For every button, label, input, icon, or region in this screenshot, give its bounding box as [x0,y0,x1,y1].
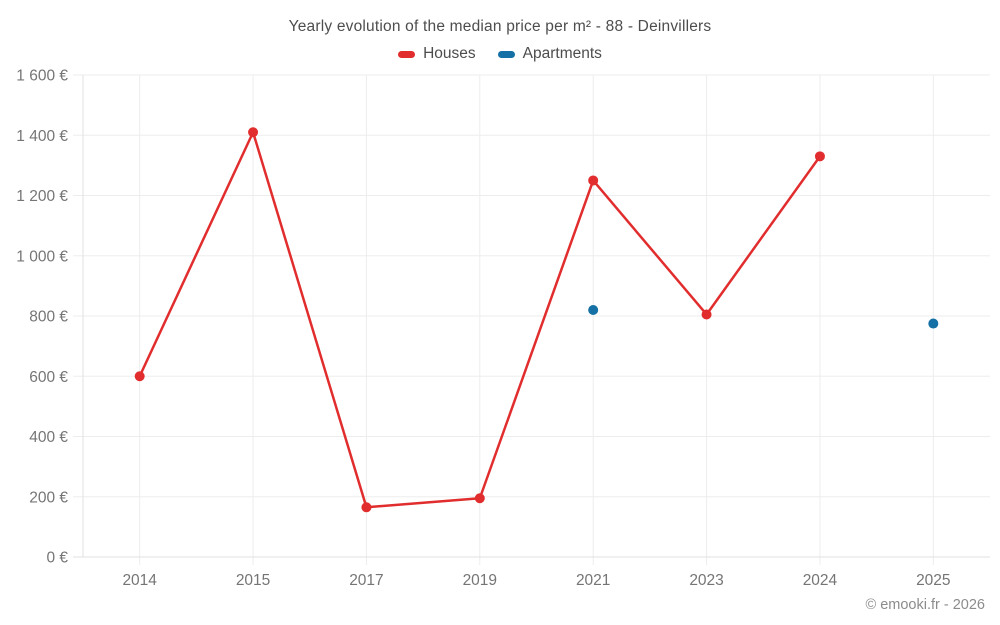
data-point-houses-2023[interactable] [701,309,712,320]
data-point-houses-2015[interactable] [248,127,259,138]
data-point-apartments-2025[interactable] [928,318,939,329]
x-tick-label: 2014 [122,572,157,589]
data-point-apartments-2021[interactable] [588,304,599,315]
legend-swatch-icon [497,50,515,58]
legend-swatch-icon [398,50,416,58]
chart-legend: Houses Apartments [0,45,1000,63]
data-point-houses-2019[interactable] [474,493,485,504]
footer-credit: © emooki.fr - 2026 [865,597,985,613]
data-point-houses-2024[interactable] [814,151,825,162]
legend-item-houses[interactable]: Houses [398,45,476,63]
x-tick-label: 2015 [236,572,270,589]
x-tick-label: 2021 [576,572,610,589]
x-tick-label: 2024 [803,572,838,589]
x-tick-label: 2019 [463,572,497,589]
y-tick-label: 400 € [29,429,68,446]
legend-label: Houses [423,45,476,62]
legend-label: Apartments [522,45,602,62]
y-tick-label: 1 000 € [16,248,68,265]
y-tick-label: 1 600 € [16,68,68,85]
legend-item-apartments[interactable]: Apartments [497,45,602,63]
y-tick-label: 0 € [46,550,68,567]
x-tick-label: 2023 [689,572,723,589]
x-tick-label: 2017 [349,572,383,589]
data-point-houses-2014[interactable] [134,371,145,382]
data-point-houses-2017[interactable] [361,502,372,513]
y-tick-label: 800 € [29,309,68,326]
y-tick-label: 1 400 € [16,128,68,145]
y-tick-label: 1 200 € [16,188,68,205]
x-tick-label: 2025 [916,572,950,589]
y-tick-label: 600 € [29,369,68,386]
chart-title: Yearly evolution of the median price per… [288,18,712,35]
y-tick-label: 200 € [29,489,68,506]
data-point-houses-2021[interactable] [588,175,599,186]
